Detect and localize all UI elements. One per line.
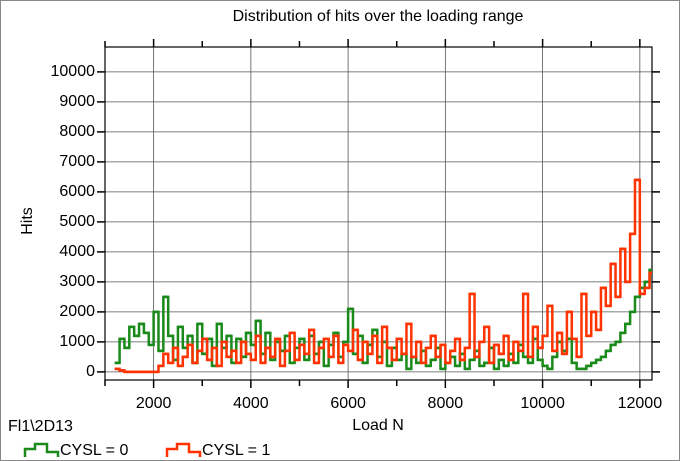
y-axis-label: Hits bbox=[19, 207, 36, 235]
x-tick-label: 10000 bbox=[520, 395, 565, 412]
y-tick-label: 8000 bbox=[59, 123, 95, 140]
y-tick-label: 5000 bbox=[59, 213, 95, 230]
y-tick-label: 3000 bbox=[59, 273, 95, 290]
x-tick-label: 8000 bbox=[428, 395, 464, 412]
y-tick-label: 1000 bbox=[59, 333, 95, 350]
y-tick-label: 2000 bbox=[59, 303, 95, 320]
legend-swatch bbox=[165, 442, 202, 457]
step-outline bbox=[114, 178, 652, 374]
legend-label: CYSL = 1 bbox=[202, 442, 270, 459]
subtitle: Fl1\2D13 bbox=[8, 418, 73, 435]
y-tick-label: 9000 bbox=[59, 93, 95, 110]
y-tick-label: 10000 bbox=[51, 63, 96, 80]
x-tick-label: 2000 bbox=[136, 395, 172, 412]
y-tick-label: 7000 bbox=[59, 153, 95, 170]
y-tick-label: 6000 bbox=[59, 183, 95, 200]
chart-title: Distribution of hits over the loading ra… bbox=[233, 8, 524, 25]
y-tick-label: 4000 bbox=[59, 243, 95, 260]
x-tick-label: 6000 bbox=[330, 395, 366, 412]
x-tick-label: 12000 bbox=[618, 395, 663, 412]
legend-swatch bbox=[23, 442, 60, 457]
x-tick-label: 4000 bbox=[233, 395, 269, 412]
plot-border bbox=[104, 46, 653, 381]
x-axis-label: Load N bbox=[352, 417, 404, 434]
legend-label: CYSL = 0 bbox=[60, 442, 128, 459]
y-tick-label: 0 bbox=[86, 363, 95, 380]
